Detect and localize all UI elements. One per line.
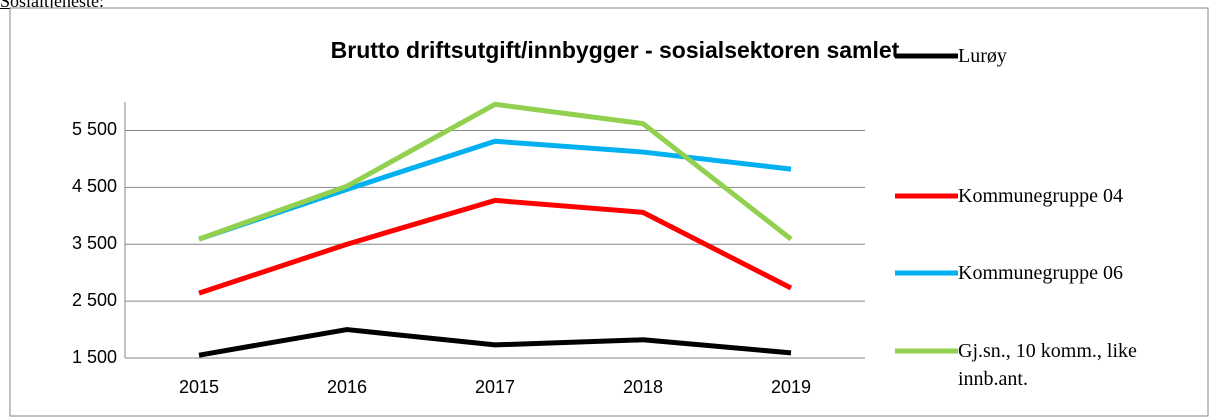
legend-label: Kommunegruppe 06 <box>958 262 1123 284</box>
series-line <box>198 197 793 296</box>
y-tick-label: 3 500 <box>72 233 117 253</box>
x-tick-label: 2017 <box>475 377 515 397</box>
legend-label: Kommunegruppe 04 <box>958 185 1123 207</box>
x-tick-label: 2015 <box>179 377 219 397</box>
chart-title: Brutto driftsutgift/innbygger - sosialse… <box>331 37 900 63</box>
heading: Sosialtjeneste: <box>0 0 104 11</box>
x-tick-label: 2019 <box>771 377 811 397</box>
series-line <box>198 327 792 358</box>
legend-label: Lurøy <box>958 45 1007 67</box>
y-tick-label: 2 500 <box>72 290 117 310</box>
series-line <box>198 101 793 242</box>
x-tick-label: 2018 <box>623 377 663 397</box>
legend-label: Gj.sn., 10 komm., like innb.ant. <box>958 340 1137 390</box>
y-tick-label: 1 500 <box>72 347 117 367</box>
y-tick-label: 4 500 <box>72 176 117 196</box>
y-tick-label: 5 500 <box>72 119 117 139</box>
x-tick-label: 2016 <box>327 377 367 397</box>
